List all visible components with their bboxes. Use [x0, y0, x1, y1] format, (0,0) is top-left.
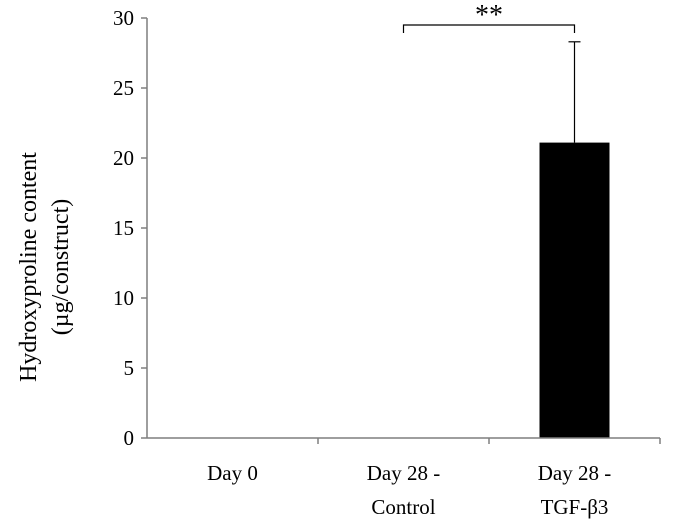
x-axis-categories: Day 0 Day 28 - Control Day 28 - TGF-β3	[207, 438, 661, 519]
y-axis-unit: (µg/construct)	[48, 199, 74, 335]
x-category-label-line2: TGF-β3	[541, 495, 609, 519]
significance-bracket	[402, 24, 576, 33]
y-tick-label: 15	[113, 216, 134, 240]
bars	[539, 41, 610, 438]
y-tick-label: 30	[113, 6, 134, 30]
significance-label: **	[475, 0, 503, 31]
y-tick-label: 0	[124, 426, 135, 450]
y-tick-label: 5	[124, 356, 135, 380]
y-axis-ticks: 0 5 10 15 20 25 30	[113, 6, 147, 450]
y-tick-label: 25	[113, 76, 134, 100]
bar	[539, 142, 610, 438]
x-category-label: Day 0	[207, 461, 258, 485]
x-category-label: Day 28 -	[538, 461, 611, 485]
x-category-label-line2: Control	[371, 495, 435, 519]
x-category-label: Day 28 -	[367, 461, 440, 485]
y-tick-label: 20	[113, 146, 134, 170]
y-tick-label: 10	[113, 286, 134, 310]
y-axis-title: Hydroxyproline content	[16, 152, 42, 382]
significance-annotation: **	[402, 0, 576, 33]
